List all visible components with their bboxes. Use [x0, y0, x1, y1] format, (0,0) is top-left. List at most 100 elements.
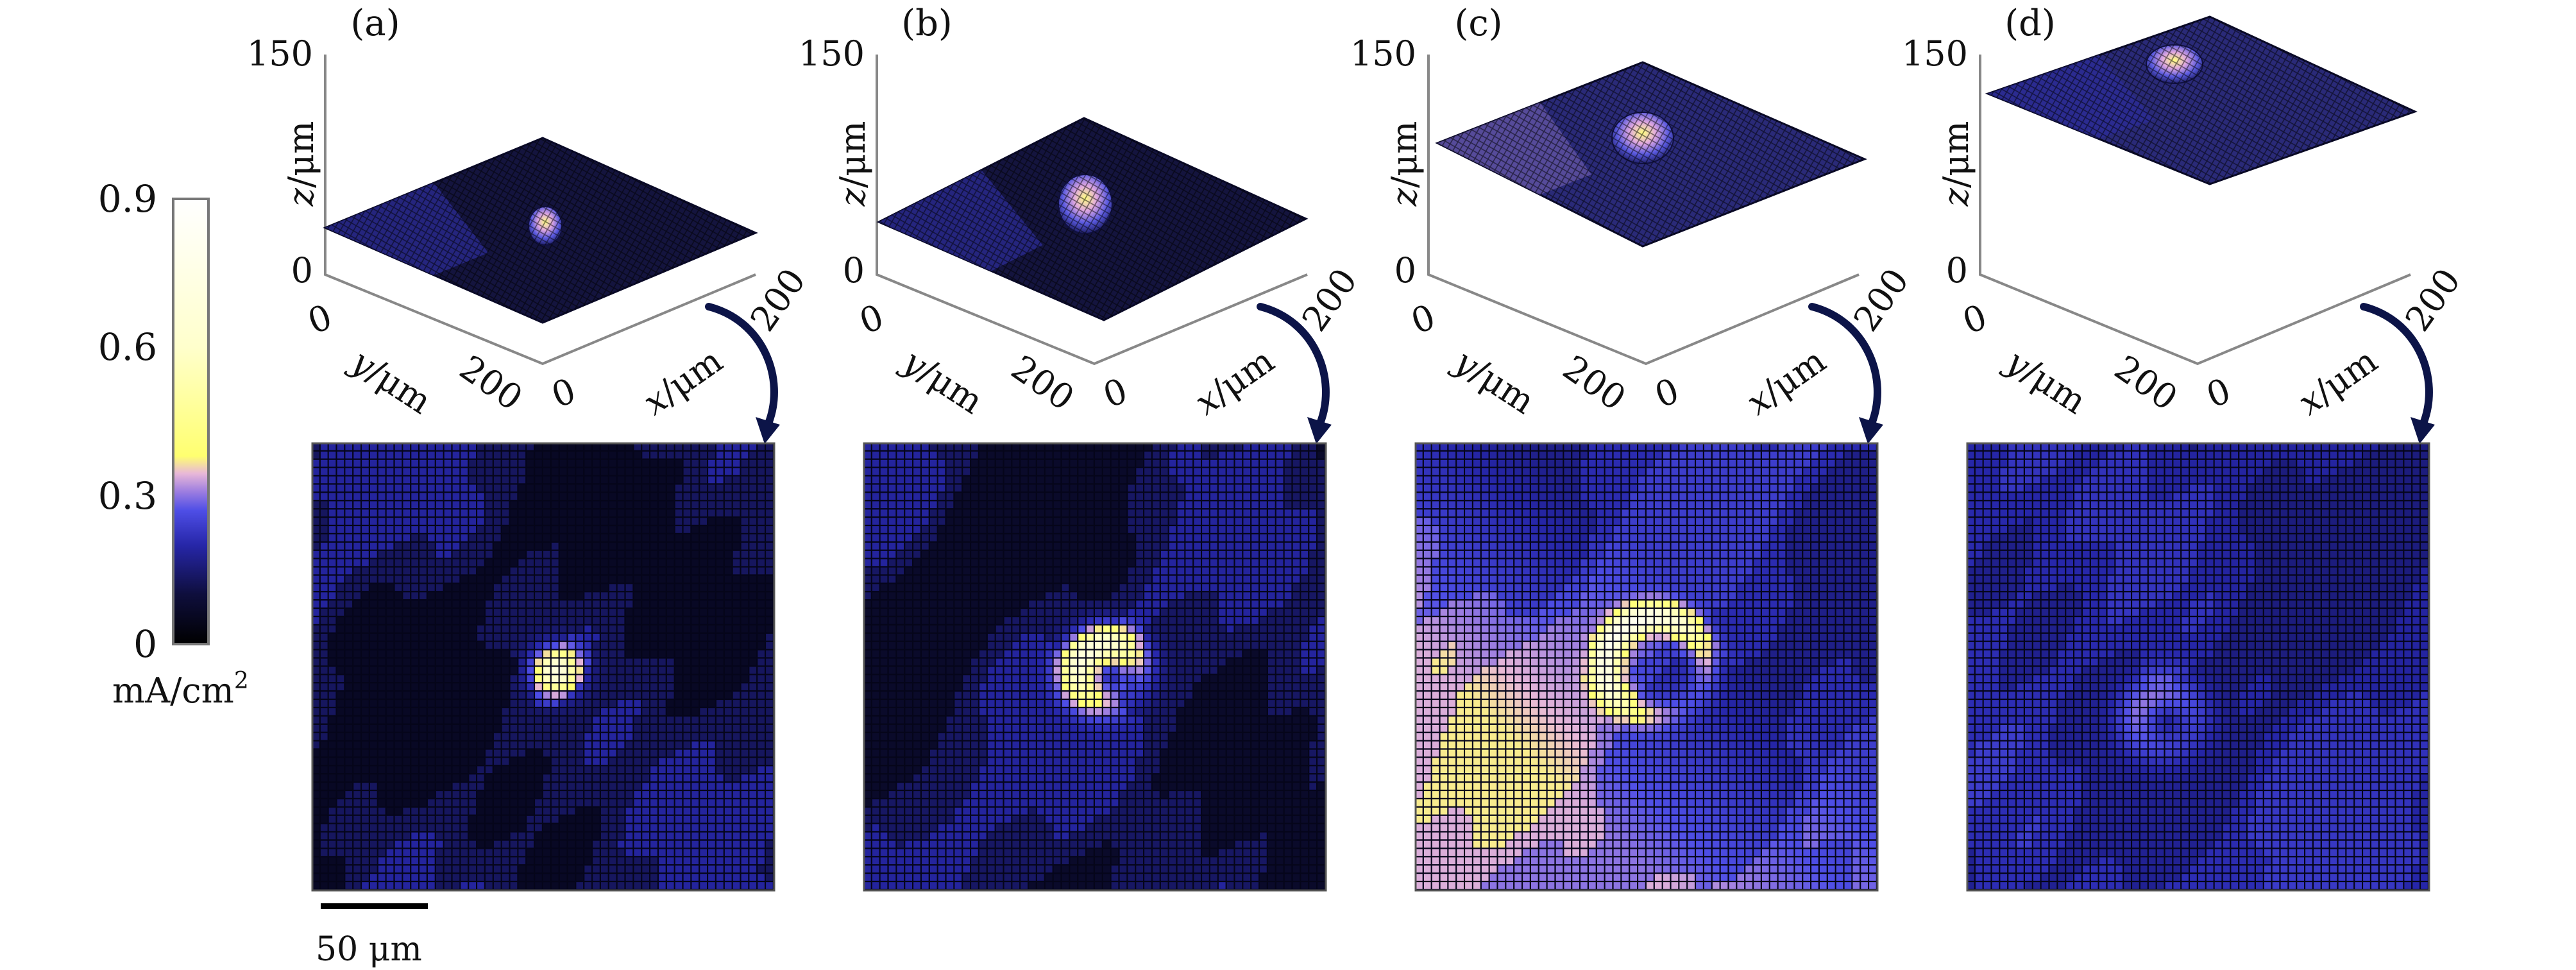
heatmap-cell	[353, 476, 360, 484]
heatmap-cell	[954, 443, 962, 450]
heatmap-cell	[1185, 476, 1193, 484]
heatmap-cell	[1226, 600, 1234, 608]
heatmap-cell	[510, 567, 518, 575]
heatmap-cell	[378, 683, 386, 690]
heatmap-cell	[1169, 534, 1176, 541]
heatmap-cell	[724, 824, 732, 831]
heatmap-cell	[691, 550, 699, 558]
heatmap-cell	[617, 600, 625, 608]
heatmap-cell	[1260, 443, 1267, 450]
heatmap-cell	[1144, 493, 1151, 500]
heatmap-cell	[634, 617, 641, 624]
heatmap-cell	[403, 758, 411, 765]
heatmap-cell	[766, 874, 773, 881]
heatmap-cell	[527, 708, 534, 715]
heatmap-cell	[1185, 575, 1193, 583]
heatmap-cell	[617, 501, 625, 509]
heatmap-cell	[593, 625, 600, 633]
heatmap-cell	[1235, 600, 1242, 608]
heatmap-cell	[551, 675, 559, 683]
heatmap-cell	[411, 774, 418, 781]
heatmap-cell	[963, 550, 970, 558]
heatmap-cell	[971, 476, 978, 484]
heatmap-cell	[320, 633, 328, 641]
heatmap-cell	[954, 716, 962, 724]
heatmap-cell	[593, 874, 600, 881]
heatmap-cell	[559, 807, 567, 815]
heatmap-cell	[1251, 625, 1258, 633]
heatmap-cell	[1037, 468, 1044, 475]
heatmap-cell	[1037, 501, 1044, 509]
heatmap-cell	[1210, 567, 1217, 575]
heatmap-cell	[971, 459, 978, 467]
heatmap-cell	[1177, 692, 1185, 699]
heatmap-cell	[419, 865, 427, 872]
heatmap-cell	[642, 526, 649, 533]
heatmap-cell	[593, 724, 600, 732]
heatmap-cell	[675, 865, 682, 872]
z-axis-unit: /μm	[281, 121, 321, 189]
heatmap-cell	[568, 766, 575, 774]
heatmap-cell	[1119, 484, 1127, 492]
heatmap-cell	[469, 518, 476, 525]
heatmap-cell	[617, 733, 625, 740]
heatmap-cell	[766, 617, 773, 624]
heatmap-cell	[708, 493, 715, 500]
heatmap-cell	[428, 799, 435, 806]
heatmap-cell	[527, 716, 534, 724]
heatmap-cell	[758, 476, 765, 484]
heatmap-cell	[625, 857, 633, 865]
heatmap-cell	[905, 609, 912, 616]
heatmap-cell	[568, 815, 575, 823]
heatmap-cell	[345, 501, 353, 509]
heatmap-cell	[337, 550, 344, 558]
heatmap-cell	[1053, 550, 1061, 558]
heatmap-cell	[1103, 700, 1110, 707]
heatmap-cell	[708, 675, 715, 683]
heatmap-cell	[946, 509, 954, 516]
heatmap-cell	[502, 493, 509, 500]
heatmap-cell	[979, 451, 987, 459]
heatmap-cell	[386, 832, 394, 840]
heatmap-cell	[378, 882, 386, 889]
heatmap-cell	[724, 534, 732, 541]
heatmap-cell	[954, 600, 962, 608]
heatmap-cell	[946, 542, 954, 550]
heatmap-cell	[708, 584, 715, 591]
heatmap-cell	[535, 700, 542, 707]
heatmap-cell	[328, 716, 336, 724]
heatmap-cell	[1301, 484, 1309, 492]
heatmap-cell	[922, 584, 929, 591]
heatmap-cell	[576, 658, 584, 666]
heatmap-cell	[1185, 468, 1193, 475]
heatmap-cell	[312, 865, 319, 872]
heatmap-cell	[461, 468, 468, 475]
heatmap-cell	[1318, 692, 1325, 699]
heatmap-cell	[1111, 609, 1119, 616]
heatmap-cell	[1160, 708, 1168, 715]
heatmap-cell	[411, 741, 418, 749]
curved-arrow-icon	[705, 303, 778, 427]
heatmap-cell	[469, 749, 476, 757]
heatmap-cell	[938, 609, 945, 616]
heatmap-cell	[337, 617, 344, 624]
heatmap-cell	[1169, 642, 1176, 649]
heatmap-cell	[584, 667, 591, 674]
heatmap-cell	[971, 575, 978, 583]
heatmap-cell	[551, 807, 559, 815]
heatmap-cell	[1095, 584, 1102, 591]
heatmap-cell	[617, 865, 625, 872]
heatmap-cell	[461, 783, 468, 790]
heatmap-cell	[1194, 617, 1201, 624]
heatmap-cell	[1251, 716, 1258, 724]
heatmap-cell	[749, 567, 757, 575]
heatmap-cell	[328, 724, 336, 732]
heatmap-cell	[749, 600, 757, 608]
heatmap-cell	[1202, 708, 1209, 715]
heatmap-cell	[386, 542, 394, 550]
heatmap-cell	[320, 840, 328, 848]
heatmap-cell	[625, 584, 633, 591]
heatmap-cell	[1226, 683, 1234, 690]
heatmap-cell	[469, 807, 476, 815]
heatmap-cell	[1087, 600, 1094, 608]
